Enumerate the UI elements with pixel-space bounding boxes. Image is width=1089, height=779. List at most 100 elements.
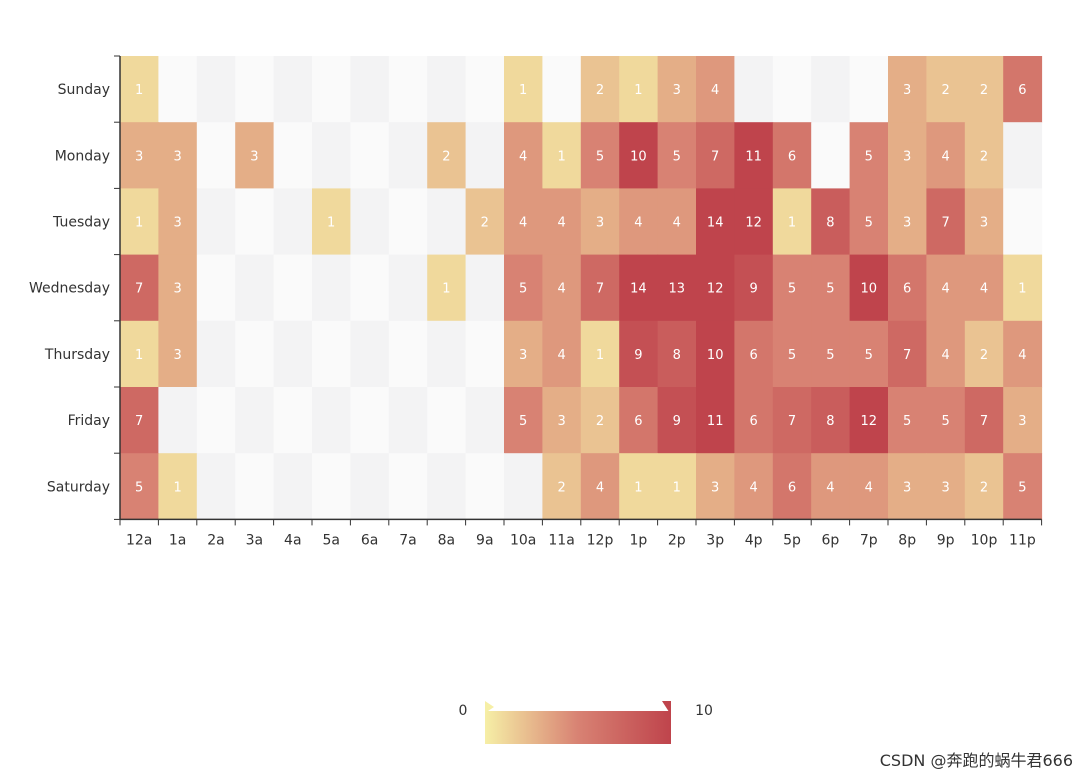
heatmap-empty-cell [158,56,198,123]
heatmap-cell [696,320,735,388]
heatmap-cell [120,453,159,520]
cell-value-label: 5 [865,348,873,363]
heatmap-cell [158,122,198,189]
cell-value-label: 4 [673,216,681,231]
visual-map-max-handle [662,701,671,715]
heatmap-cell [772,188,812,256]
heatmap-empty-cell [465,320,505,388]
heatmap-cell [849,188,889,256]
cell-value-label: 1 [135,216,143,231]
heatmap-empty-cell [427,453,467,520]
heatmap-empty-cell [312,387,351,454]
heatmap-cell [772,387,812,454]
cell-value-label: 3 [519,348,527,363]
cell-value-label: 5 [903,414,911,429]
cell-value-label: 2 [980,348,988,363]
heatmap-empty-cell [273,453,313,520]
cell-value-label: 7 [135,282,143,297]
cell-value-label: 10 [861,282,878,297]
heatmap-cell [811,254,851,322]
visual-map-min-label: 0 [459,703,468,719]
x-axis-label: 9a [476,532,494,548]
heatmap-empty-cell [273,387,313,454]
cell-value-label: 6 [1018,83,1026,98]
heatmap-empty-cell [350,188,390,256]
heatmap-cell [964,320,1004,388]
heatmap-cell [696,453,735,520]
heatmap-empty-cell [196,254,236,322]
cell-value-label: 8 [826,414,834,429]
heatmap-cell [465,188,505,256]
cell-value-label: 4 [519,149,527,164]
heatmap-empty-cell [158,387,198,454]
heatmap-cell [772,453,812,520]
heatmap-cell [120,56,159,123]
heatmap-empty-cell [388,387,428,454]
heatmap-cell [849,320,889,388]
heatmap-cell [158,254,198,322]
y-axis-label: Wednesday [29,281,110,297]
cell-value-label: 3 [135,149,143,164]
heatmap-cell [888,254,927,322]
heatmap-empty-cell [465,254,505,322]
x-axis-label: 11p [1009,532,1036,548]
cell-value-label: 3 [173,348,181,363]
heatmap-cell [926,453,966,520]
cell-value-label: 3 [903,83,911,98]
cell-value-label: 2 [442,149,450,164]
heatmap-cell [964,254,1004,322]
cell-value-label: 2 [481,216,489,231]
heatmap-cell [811,387,851,454]
cell-value-label: 14 [630,282,647,297]
heatmap-cell [1003,387,1043,454]
heatmap-empty-cell [388,56,428,123]
heatmap-cell [504,56,543,123]
cell-value-label: 12 [707,282,724,297]
cell-value-label: 1 [788,216,796,231]
x-axis-label: 3p [706,532,724,548]
heatmap-cell [619,254,659,322]
heatmap-cell [696,254,735,322]
cell-value-label: 5 [596,149,604,164]
cell-value-label: 5 [135,480,143,495]
cell-value-label: 1 [135,348,143,363]
heatmap-cell [542,188,582,256]
cell-value-label: 6 [749,414,757,429]
heatmap-cell [696,56,735,123]
heatmap-empty-cell [465,122,505,189]
heatmap-cell [619,56,659,123]
x-axis-label: 2p [668,532,686,548]
heatmap-cell [158,320,198,388]
heatmap-cell [120,387,159,454]
heatmap-empty-cell [273,254,313,322]
heatmap-cell [888,188,927,256]
heatmap-empty-cell [811,56,851,123]
heatmap-empty-cell [504,453,543,520]
cell-value-label: 5 [826,282,834,297]
heatmap-empty-cell [350,320,390,388]
cell-value-label: 5 [941,414,949,429]
heatmap-empty-cell [388,320,428,388]
cell-value-label: 1 [673,480,681,495]
heatmap-cell [734,387,774,454]
heatmap-cell [696,188,735,256]
heatmap-empty-cell [427,188,467,256]
heatmap-empty-cell [312,122,351,189]
heatmap-empty-cell [312,56,351,123]
cell-value-label: 3 [173,282,181,297]
cell-value-label: 5 [1018,480,1026,495]
cell-value-label: 12 [745,216,762,231]
heatmap-empty-cell [196,453,236,520]
cell-value-label: 4 [596,480,604,495]
cell-value-label: 7 [711,149,719,164]
heatmap-cell [657,254,697,322]
heatmap-cell [1003,254,1043,322]
heatmap-cell [964,387,1004,454]
heatmap-cell [580,254,620,322]
x-axis-label: 10p [971,532,998,548]
y-axis-label: Saturday [47,479,110,495]
cell-value-label: 3 [903,149,911,164]
heatmap-cell [811,188,851,256]
cell-value-label: 2 [980,480,988,495]
heatmap-cell [964,453,1004,520]
